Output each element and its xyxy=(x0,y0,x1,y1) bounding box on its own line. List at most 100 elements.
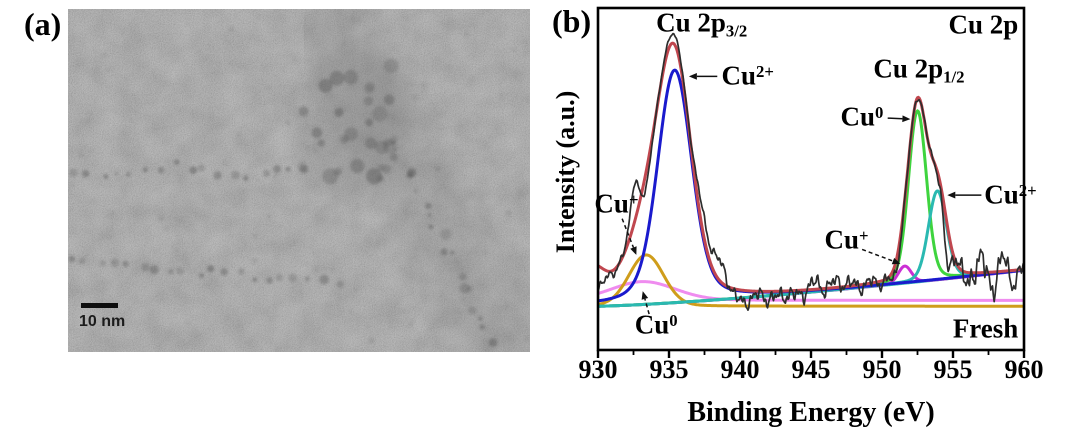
tem-particle xyxy=(118,176,124,181)
tem-particle xyxy=(311,127,323,139)
annotation-sample-state: Fresh xyxy=(953,315,1019,342)
tem-particle xyxy=(449,269,452,272)
tem-particle xyxy=(343,70,358,85)
annotation-text: Cu xyxy=(721,60,757,91)
tem-particle xyxy=(355,204,362,210)
annotation-cuplus-2p12: Cu+ xyxy=(824,224,869,255)
tem-particle xyxy=(274,256,278,259)
tem-particle xyxy=(197,164,206,172)
tem-particle xyxy=(251,257,258,264)
tem-particle xyxy=(122,260,129,267)
tem-particle xyxy=(459,273,467,281)
annotation-text: Cu 2p xyxy=(656,7,726,38)
annotation-text: Cu xyxy=(634,309,670,340)
tem-particle xyxy=(220,268,228,276)
tem-particle xyxy=(213,171,222,180)
tem-particle xyxy=(285,120,291,126)
tem-particle xyxy=(479,324,486,330)
tem-particle xyxy=(77,289,80,292)
tem-particle xyxy=(256,179,260,182)
tem-particle xyxy=(482,338,489,345)
tem-particle xyxy=(334,107,344,117)
tem-particle xyxy=(168,268,174,275)
tem-particle xyxy=(365,137,377,150)
tem-particle xyxy=(413,188,419,194)
annotation-text: Cu xyxy=(984,179,1019,210)
tem-particle xyxy=(298,106,309,117)
tem-particle xyxy=(506,210,512,217)
y-axis-title: Intensity (a.u.) xyxy=(551,90,580,254)
tem-particle xyxy=(449,250,455,256)
tem-particle xyxy=(176,267,184,275)
tem-image: 10 nm xyxy=(68,9,530,352)
annotation-arrow-line xyxy=(621,218,635,248)
annotation-arrow-head xyxy=(891,257,901,265)
tem-particle xyxy=(78,257,86,265)
tem-particle xyxy=(158,216,163,222)
tem-particle xyxy=(88,148,94,153)
tem-particle xyxy=(78,152,83,157)
tem-particle xyxy=(341,41,346,46)
tem-particle xyxy=(266,85,272,91)
tem-particle xyxy=(512,48,517,52)
annotation-arrow-head xyxy=(902,115,911,123)
tem-particle xyxy=(344,127,358,141)
tem-particle xyxy=(199,273,205,279)
tem-particle xyxy=(238,143,241,146)
x-tick-label: 955 xyxy=(933,355,973,384)
tem-particle xyxy=(238,268,245,275)
tem-particle xyxy=(435,166,441,172)
panel-a-label: (a) xyxy=(24,6,62,42)
tem-particle xyxy=(383,94,395,106)
tem-particle xyxy=(428,224,434,230)
tem-particle xyxy=(252,233,258,239)
x-tick-label: 960 xyxy=(1004,355,1044,384)
tem-particle xyxy=(303,261,309,267)
tem-particle xyxy=(304,276,310,282)
tem-particle xyxy=(376,175,385,183)
tem-particle xyxy=(365,81,375,92)
tem-particle xyxy=(288,273,298,283)
tem-particle xyxy=(409,323,413,328)
tem-particle xyxy=(489,135,494,140)
tem-particle xyxy=(383,138,392,148)
tem-particle xyxy=(369,337,375,344)
tem-particle xyxy=(306,146,309,149)
tem-particle xyxy=(350,158,365,174)
tem-particle xyxy=(372,106,388,122)
tem-particle xyxy=(207,265,215,273)
x-tick-label: 935 xyxy=(649,355,689,384)
tem-micrograph xyxy=(68,9,530,352)
tem-particle xyxy=(498,92,505,99)
tem-particle xyxy=(426,145,430,149)
tem-particle xyxy=(393,147,398,152)
tem-particle xyxy=(157,166,165,174)
tem-particle xyxy=(506,305,509,309)
annotation-arrow-line xyxy=(644,298,650,315)
tem-particle xyxy=(91,199,95,203)
tem-particle xyxy=(68,168,78,178)
tem-particle xyxy=(334,167,342,176)
tem-particle xyxy=(228,27,234,33)
spectrum-canvas xyxy=(596,6,1026,358)
tem-particle xyxy=(330,268,334,272)
tem-particle xyxy=(225,208,230,212)
component-curve-cu-2p3-2 xyxy=(597,253,1025,308)
tem-particle xyxy=(189,166,198,175)
tem-particle xyxy=(231,170,240,180)
tem-particle xyxy=(319,274,330,285)
tem-particle xyxy=(488,338,498,347)
tem-particle xyxy=(173,159,180,166)
annotation-arrow-line xyxy=(861,248,894,262)
tem-particle xyxy=(478,316,483,321)
tem-particle xyxy=(285,166,291,172)
tem-particle xyxy=(314,150,318,153)
tem-particle xyxy=(108,236,111,240)
tem-particle xyxy=(317,139,326,147)
tem-particle xyxy=(350,17,356,23)
tem-particle xyxy=(468,306,477,315)
x-tick-label: 945 xyxy=(791,355,831,384)
x-tick-label: 930 xyxy=(578,355,618,384)
tem-particle xyxy=(82,170,90,178)
annotation-arrow-head xyxy=(630,246,637,255)
